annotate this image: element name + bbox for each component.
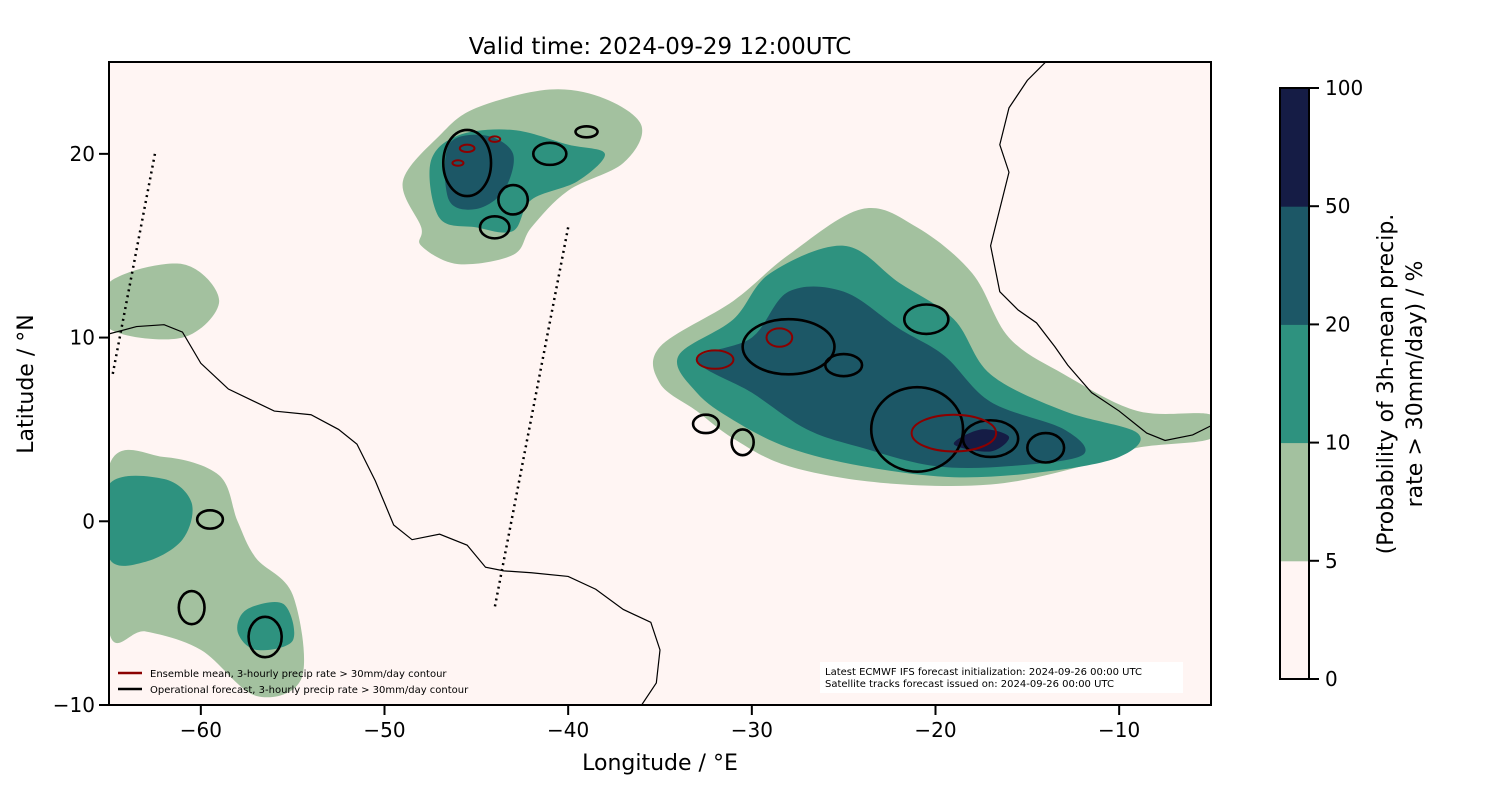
colorbar-tick-label: 0 xyxy=(1325,667,1338,691)
x-tick-label: −50 xyxy=(363,718,405,742)
colorbar-segment-0 xyxy=(1280,560,1309,680)
operational-contour-3 xyxy=(531,141,568,167)
y-tick-label: 10 xyxy=(70,326,95,350)
colorbar-label-line2: rate > 30mm/day) / % xyxy=(1403,261,1428,508)
operational-contour-5 xyxy=(902,303,950,336)
satellite-track-1 xyxy=(493,227,570,608)
operational-contour-10 xyxy=(1026,431,1066,464)
operational-contour-0 xyxy=(441,128,493,198)
operational-contour-1 xyxy=(497,183,530,216)
y-tick-label: 20 xyxy=(70,142,95,166)
probability-region-2 xyxy=(444,134,514,210)
coastline-0 xyxy=(109,324,661,705)
probability-region-9 xyxy=(237,601,295,651)
info-line-2: Satellite tracks forecast issued on: 202… xyxy=(825,679,1114,690)
operational-contour-15 xyxy=(195,508,225,530)
info-box-background xyxy=(820,662,1183,693)
colorbar-segment-1 xyxy=(1280,442,1309,562)
chart-title: Valid time: 2024-09-29 12:00UTC xyxy=(469,34,852,60)
y-axis-ticks: −10 0 10 20 xyxy=(53,142,109,717)
operational-contour-7 xyxy=(824,352,864,378)
x-axis-label: Longitude / °E xyxy=(582,751,738,776)
legend: Ensemble mean, 3-hourly precip rate > 30… xyxy=(118,669,469,696)
satellite-tracks xyxy=(111,153,570,608)
y-tick-label: 0 xyxy=(82,509,95,533)
x-tick-label: −10 xyxy=(1098,718,1140,742)
x-tick-label: −60 xyxy=(180,718,222,742)
operational-contour-14 xyxy=(247,615,283,659)
satellite-track-0 xyxy=(111,153,157,375)
x-axis-ticks: −60 −50 −40 −30 −20 −10 xyxy=(180,705,1140,742)
operational-contour-8 xyxy=(869,385,965,473)
ensemble-contour-3 xyxy=(695,349,735,370)
colorbar-segment-3 xyxy=(1280,206,1309,325)
operational-contour-4 xyxy=(574,125,599,139)
info-box: Latest ECMWF IFS forecast initialization… xyxy=(820,662,1183,693)
ensemble-contour-1 xyxy=(488,135,502,143)
x-tick-label: −30 xyxy=(731,718,773,742)
coastline-1 xyxy=(989,62,1211,442)
colorbar-tick-label: 5 xyxy=(1325,549,1338,573)
probability-fills xyxy=(109,89,1211,698)
operational-contour-11 xyxy=(691,413,721,435)
probability-region-10 xyxy=(109,263,220,340)
legend-ensemble-label: Ensemble mean, 3-hourly precip rate > 30… xyxy=(150,669,447,680)
map-frame xyxy=(108,61,1212,706)
colorbar-frame xyxy=(1279,87,1310,680)
colorbar-tick-label: 10 xyxy=(1325,431,1350,455)
colorbar-segment-2 xyxy=(1280,324,1309,444)
coastlines xyxy=(109,62,1211,705)
colorbar-tick-label: 50 xyxy=(1325,194,1350,218)
ensemble-contour-4 xyxy=(765,327,794,348)
colorbar: 0 5 10 20 50 100 xyxy=(1279,76,1363,691)
colorbar-label-line1: (Probability of 3h-mean precip. xyxy=(1374,214,1399,555)
colorbar-segment-4 xyxy=(1280,88,1309,207)
legend-operational-label: Operational forecast, 3-hourly precip ra… xyxy=(150,685,469,696)
operational-contour-12 xyxy=(730,428,755,457)
info-line-1: Latest ECMWF IFS forecast initialization… xyxy=(825,667,1142,678)
x-tick-label: −40 xyxy=(547,718,589,742)
y-tick-label: −10 xyxy=(53,693,95,717)
precip-contours xyxy=(177,125,1066,659)
ensemble-contour-0 xyxy=(458,143,476,154)
operational-contour-2 xyxy=(478,215,511,240)
ensemble-contour-2 xyxy=(451,159,465,167)
probability-region-8 xyxy=(109,475,193,566)
colorbar-tick-label: 100 xyxy=(1325,76,1363,100)
ensemble-contour-5 xyxy=(910,413,998,453)
operational-contour-13 xyxy=(177,589,206,626)
colorbar-tick-label: 20 xyxy=(1325,312,1350,336)
x-tick-label: −20 xyxy=(914,718,956,742)
operational-contour-6 xyxy=(741,317,836,376)
operational-contour-9 xyxy=(961,418,1020,459)
y-axis-label: Latitude / °N xyxy=(14,314,39,453)
